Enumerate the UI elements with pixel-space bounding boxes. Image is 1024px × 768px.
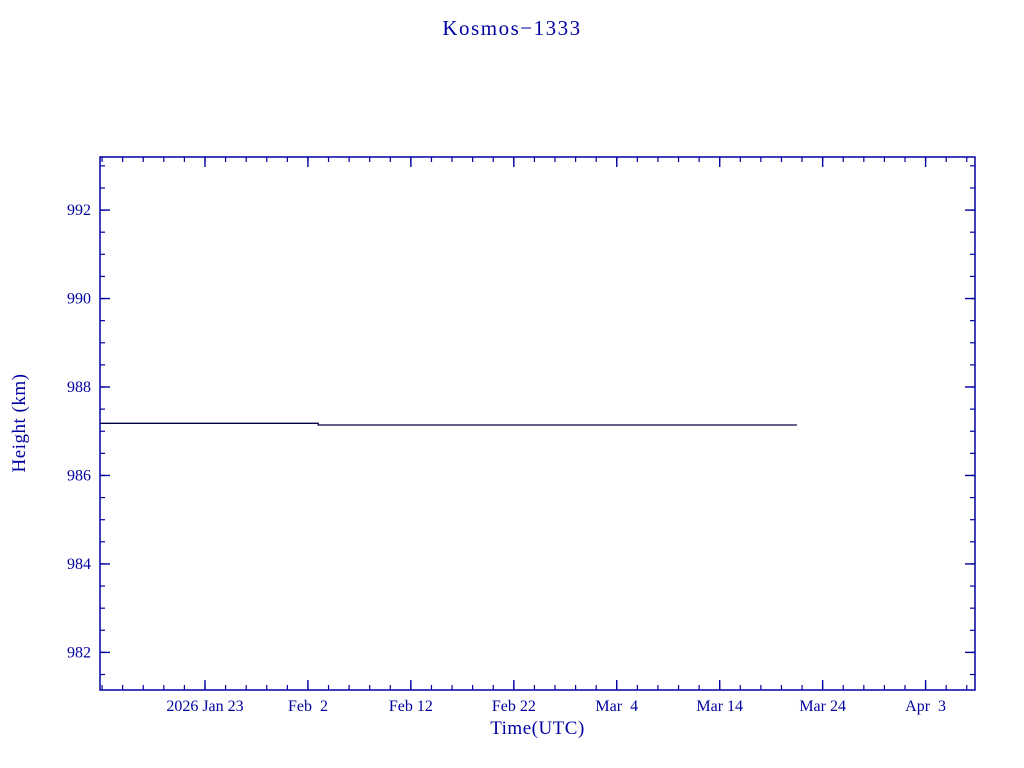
x-tick-label: 2026 Jan 23 (166, 698, 243, 715)
x-tick-label: Mar 4 (595, 698, 638, 715)
x-tick-label: Mar 14 (696, 698, 743, 715)
series-height-km (100, 422, 797, 426)
y-tick-label: 984 (67, 556, 91, 573)
y-tick-label: 990 (67, 291, 91, 308)
y-tick-label: 982 (67, 644, 91, 661)
x-tick-label: Feb 2 (288, 698, 328, 715)
x-axis-label: Time(UTC) (490, 718, 585, 739)
y-tick-label: 992 (67, 202, 91, 219)
x-tick-label: Mar 24 (799, 698, 846, 715)
x-tick-label: Apr 3 (905, 698, 946, 715)
y-tick-label: 986 (67, 467, 91, 484)
y-tick-label: 988 (67, 379, 91, 396)
x-tick-label: Feb 22 (492, 698, 536, 715)
x-tick-label: Feb 12 (389, 698, 433, 715)
chart-title: Kosmos−1333 (442, 16, 582, 40)
